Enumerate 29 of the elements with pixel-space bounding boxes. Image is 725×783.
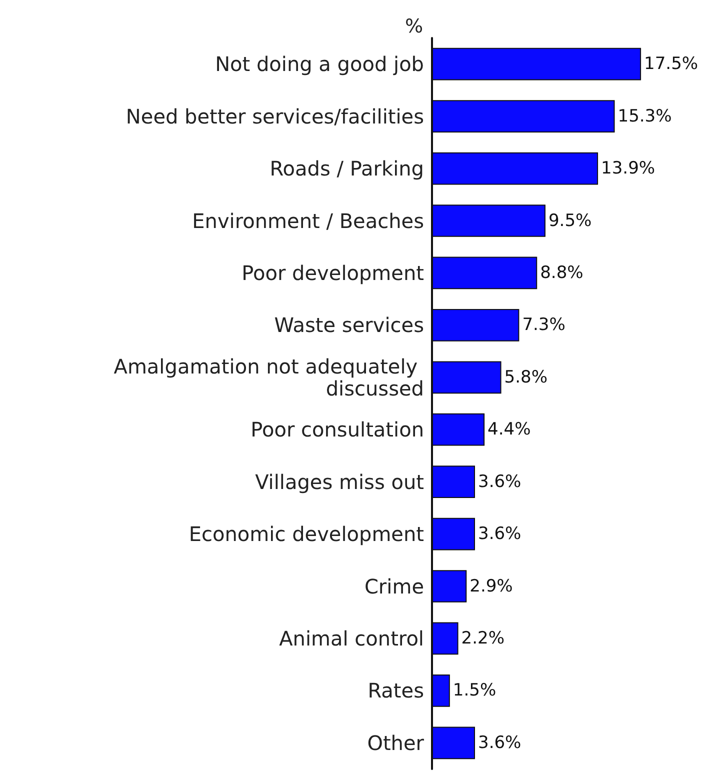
y-tick-label: Roads / Parking [270, 156, 424, 181]
data-label: 1.5% [452, 680, 496, 701]
y-tick-label: Animal control [279, 626, 424, 650]
y-tick-label: Rates [368, 678, 424, 703]
y-tick-label: Other [367, 730, 425, 755]
y-tick-label: Crime [364, 574, 424, 598]
x-axis-title: % [405, 16, 424, 38]
data-label: 2.2% [461, 628, 504, 648]
data-label: 3.6% [478, 732, 522, 753]
y-tick-label: Need better services/facilities [126, 104, 424, 128]
data-label: 3.6% [478, 524, 522, 544]
data-label: 13.9% [601, 158, 656, 179]
data-label: 15.3% [618, 106, 672, 126]
y-tick-label: Poor development [242, 260, 424, 285]
data-label: 8.8% [540, 262, 584, 283]
data-label: 9.5% [548, 210, 592, 231]
data-label: 17.5% [644, 54, 698, 74]
data-label: 7.3% [522, 315, 566, 336]
y-tick-label: Not doing a good job [215, 52, 424, 76]
data-label: 2.9% [470, 576, 513, 596]
y-tick-label: Poor consultation [250, 418, 424, 442]
y-tick-label: Amalgamation not adequately discussed [114, 354, 424, 400]
y-tick-label: Waste services [274, 313, 424, 338]
data-label: 3.6% [478, 472, 522, 492]
data-label: 4.4% [488, 420, 531, 440]
y-tick-label: Economic development [188, 522, 424, 546]
y-tick-label: Environment / Beaches [192, 208, 424, 233]
data-label: 5.8% [504, 367, 548, 388]
y-tick-label: Villages miss out [255, 470, 424, 494]
